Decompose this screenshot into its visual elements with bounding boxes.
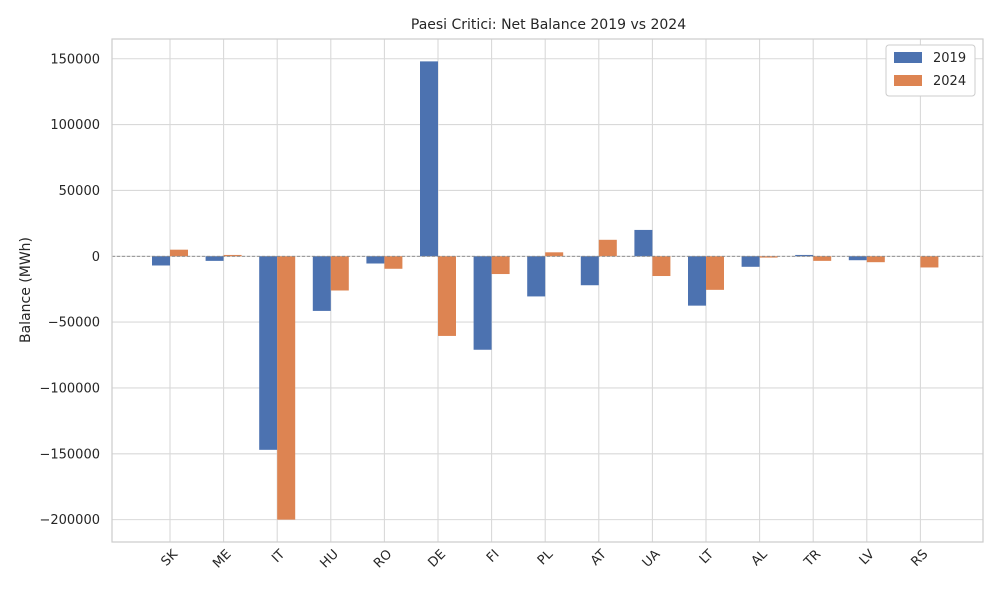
bar-2024-LV bbox=[866, 256, 885, 263]
x-tick-label: IT bbox=[269, 547, 288, 566]
bar-2019-UA bbox=[634, 229, 653, 257]
y-axis-label: Balance (MWh) bbox=[18, 237, 34, 343]
x-tick-label: LT bbox=[697, 547, 717, 567]
legend-label-2024: 2024 bbox=[933, 74, 966, 89]
y-tick-label: −200000 bbox=[39, 513, 100, 528]
x-tick-label: TR bbox=[801, 547, 824, 570]
plot-area-border bbox=[111, 38, 984, 543]
bar-2024-UA bbox=[652, 256, 671, 277]
grid bbox=[112, 39, 983, 542]
y-tick-label: −50000 bbox=[48, 316, 100, 331]
bar-2019-RO bbox=[366, 256, 385, 264]
x-tick-label: RO bbox=[371, 547, 395, 571]
x-tick-label: DE bbox=[425, 547, 449, 571]
x-tick-label: RS bbox=[909, 547, 932, 570]
x-tick-label: AT bbox=[588, 547, 610, 569]
bar-2024-AL bbox=[759, 256, 778, 258]
bar-2024-FI bbox=[491, 256, 510, 275]
bar-2019-IT bbox=[259, 256, 278, 450]
y-tick-label: −100000 bbox=[39, 381, 100, 396]
legend: 2019 2024 bbox=[885, 44, 976, 97]
chart-title: Paesi Critici: Net Balance 2019 vs 2024 bbox=[411, 17, 686, 33]
bar-2024-SK bbox=[170, 249, 188, 257]
legend-label-2019: 2019 bbox=[933, 51, 966, 66]
x-tick-label: HU bbox=[318, 547, 342, 571]
y-tick-label: 150000 bbox=[50, 52, 100, 67]
bar-2019-PL bbox=[527, 256, 546, 297]
legend-swatch-2019 bbox=[894, 52, 922, 63]
x-tick-label: AL bbox=[749, 547, 772, 570]
bar-2024-AT bbox=[598, 239, 617, 257]
bar-2019-TR bbox=[795, 254, 814, 257]
bar-2024-RO bbox=[384, 256, 403, 269]
bar-2019-LT bbox=[688, 256, 706, 306]
legend-swatch-2024 bbox=[894, 75, 922, 86]
bar-2019-AT bbox=[580, 256, 599, 286]
bar-2024-IT bbox=[277, 256, 296, 520]
x-tick-label: LV bbox=[857, 547, 878, 568]
bar-2019-AL bbox=[741, 256, 760, 267]
y-tick-label: −150000 bbox=[39, 447, 100, 462]
bar-2024-LT bbox=[706, 256, 724, 290]
bar-2024-DE bbox=[438, 256, 456, 336]
x-tick-label: ME bbox=[210, 547, 234, 571]
bar-2019-FI bbox=[473, 256, 492, 350]
y-tick-label: 100000 bbox=[50, 118, 100, 133]
bar-2019-ME bbox=[205, 256, 224, 261]
x-tick-label: UA bbox=[640, 547, 664, 571]
y-axis-ticks: −200000 −150000 −100000 −50000 0 50000 100000 1… bbox=[39, 52, 100, 528]
bar-2024-HU bbox=[330, 256, 349, 291]
y-tick-label: 50000 bbox=[59, 184, 100, 199]
bar-2024-RS bbox=[920, 256, 939, 268]
bar-2024-ME bbox=[223, 254, 242, 257]
bar-2019-SK bbox=[152, 256, 170, 266]
bar-2019-LV bbox=[848, 256, 867, 261]
x-tick-label: SK bbox=[158, 547, 181, 570]
x-tick-label: PL bbox=[535, 547, 557, 569]
bars bbox=[152, 61, 939, 520]
bar-2024-PL bbox=[545, 252, 564, 257]
x-axis-ticks: SK ME IT HU RO DE FI PL AT UA LT AL TR LV RS bbox=[158, 547, 931, 572]
y-tick-label: 0 bbox=[92, 250, 100, 265]
bar-2019-HU bbox=[312, 256, 331, 311]
x-tick-label: FI bbox=[484, 547, 503, 566]
bar-2024-TR bbox=[813, 256, 832, 261]
bar-2019-DE bbox=[420, 61, 438, 257]
